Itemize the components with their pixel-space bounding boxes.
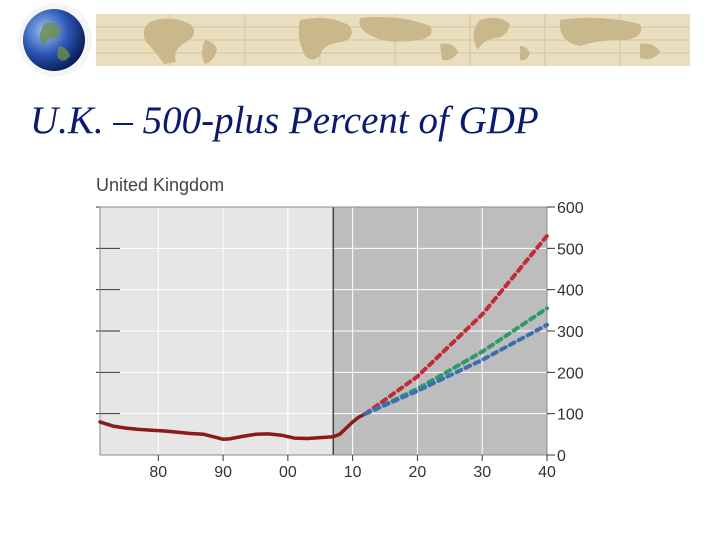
- debt-chart: United Kingdom 0 100 200 300 400 500 600 80 90 00 1…: [96, 175, 584, 481]
- x-tick-label: 30: [473, 464, 491, 481]
- x-tick-label: 20: [409, 464, 427, 481]
- y-tick-label: 200: [557, 365, 584, 382]
- globe-land-shapes: [40, 22, 70, 61]
- y-tick-label: 500: [557, 241, 584, 258]
- continent-shapes: [143, 17, 660, 65]
- y-tick-label: 600: [557, 200, 584, 217]
- series-line-2: [363, 233, 549, 416]
- x-tick-label: 90: [214, 464, 232, 481]
- globe-icon: [23, 9, 85, 71]
- x-tick-label: 10: [344, 464, 362, 481]
- x-tick-label: 80: [149, 464, 167, 481]
- x-tick-label: 00: [279, 464, 297, 481]
- series-line-4: [363, 322, 549, 416]
- y-tick-label: 400: [557, 283, 584, 300]
- x-tick-label: 40: [538, 464, 556, 481]
- y-tick-label: 0: [557, 448, 566, 465]
- series-line-1: [98, 411, 368, 442]
- chart-title: United Kingdom: [96, 175, 224, 195]
- y-tick-label: 100: [557, 407, 584, 424]
- slide-title: U.K. – 500-plus Percent of GDP: [30, 99, 539, 142]
- map-banner: [18, 3, 690, 77]
- y-tick-label: 300: [557, 324, 584, 341]
